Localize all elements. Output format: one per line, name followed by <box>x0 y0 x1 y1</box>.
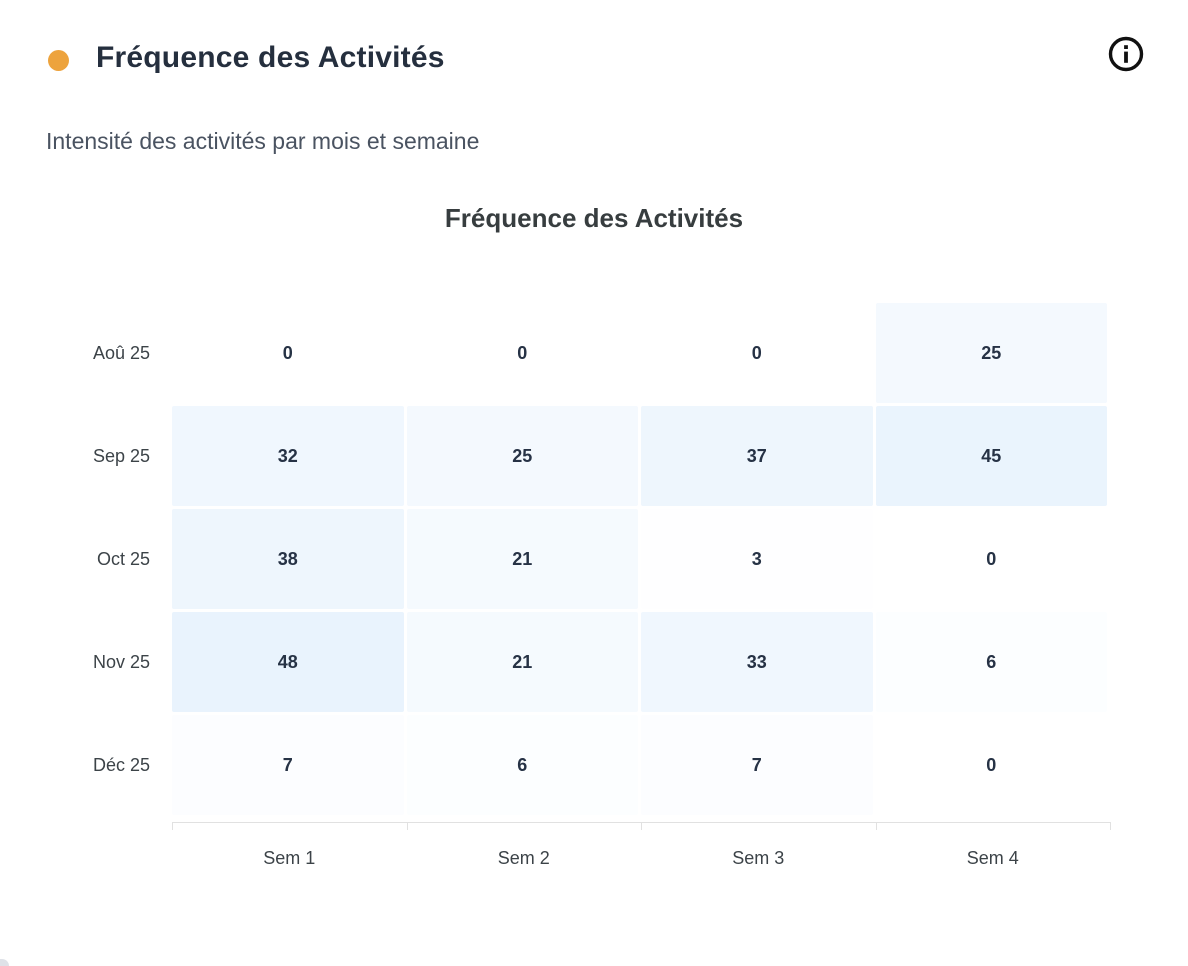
heatmap-cell[interactable]: 0 <box>172 303 404 403</box>
x-axis-label: Sem 3 <box>732 848 785 868</box>
chart-title: Fréquence des Activités <box>444 203 744 233</box>
heatmap-cell[interactable]: 45 <box>875 406 1107 506</box>
x-axis-tick <box>172 822 173 830</box>
heatmap-cell[interactable]: 33 <box>641 612 873 712</box>
orange-bullet-icon <box>48 50 69 71</box>
x-axis-tick <box>1110 822 1111 830</box>
heatmap-cell-value: 6 <box>517 754 528 775</box>
heatmap-cell[interactable]: 21 <box>406 612 638 712</box>
heatmap-cell[interactable]: 38 <box>172 509 404 609</box>
heatmap-cell-value: 33 <box>746 651 767 672</box>
x-axis-tick <box>641 822 642 830</box>
heatmap-cell[interactable]: 48 <box>172 612 404 712</box>
heatmap-cell[interactable]: 21 <box>406 509 638 609</box>
heatmap-cell[interactable]: 0 <box>875 715 1107 815</box>
heatmap-cell-value: 25 <box>981 342 1002 363</box>
heatmap-cell[interactable]: 0 <box>875 509 1107 609</box>
x-axis-tick <box>875 822 877 830</box>
heatmap-cell-value: 37 <box>746 445 767 466</box>
heatmap-cell[interactable]: 6 <box>875 612 1107 712</box>
heatmap-cell[interactable]: 6 <box>406 715 638 815</box>
heatmap-cell[interactable]: 37 <box>641 406 873 506</box>
heatmap-cell-value: 32 <box>277 445 298 466</box>
y-axis-label: Sep 25 <box>92 445 150 466</box>
heatmap-cell-value: 21 <box>512 651 533 672</box>
y-axis-label: Déc 25 <box>92 754 150 775</box>
heatmap-cell-value: 0 <box>751 342 762 363</box>
heatmap-cell-value: 0 <box>517 342 528 363</box>
x-axis-label: Sem 1 <box>263 848 316 868</box>
heatmap-cell-value: 21 <box>512 548 533 569</box>
heatmap-cell[interactable]: 7 <box>641 715 873 815</box>
heatmap-cell[interactable]: 3 <box>641 509 873 609</box>
x-axis-tick <box>406 822 408 830</box>
heatmap-cell-value: 45 <box>981 445 1002 466</box>
y-axis-label: Nov 25 <box>92 651 150 672</box>
heatmap-cell[interactable]: 32 <box>172 406 404 506</box>
widget-subtitle: Intensité des activités par mois et sema… <box>46 128 480 154</box>
info-circle-icon <box>1107 35 1145 73</box>
heatmap-cell-value: 0 <box>986 754 997 775</box>
heatmap-cell-value: 48 <box>277 651 298 672</box>
x-axis-label: Sem 2 <box>497 848 550 868</box>
x-axis-label: Sem 4 <box>966 848 1019 868</box>
heatmap-cell-value: 38 <box>277 548 298 569</box>
heatmap-cell[interactable]: 25 <box>875 303 1107 403</box>
heatmap-cell-value: 7 <box>751 754 762 775</box>
heatmap-cell[interactable]: 7 <box>172 715 404 815</box>
heatmap-cell[interactable]: 25 <box>406 406 638 506</box>
heatmap-cell-value: 3 <box>751 548 762 569</box>
heatmap-cell-value: 25 <box>512 445 533 466</box>
y-axis-label: Oct 25 <box>96 548 150 569</box>
offscreen-element-corner <box>0 959 9 966</box>
heatmap-cell-value: 0 <box>282 342 293 363</box>
heatmap-cell-value: 6 <box>986 651 997 672</box>
y-axis-label: Aoû 25 <box>92 342 150 363</box>
info-button[interactable] <box>1106 34 1146 74</box>
widget-title: Fréquence des Activités <box>96 41 445 74</box>
heatmap-cell-value: 7 <box>282 754 293 775</box>
heatmap-cell-value: 0 <box>986 548 997 569</box>
heatmap-cell[interactable]: 0 <box>406 303 638 403</box>
heatmap-cell[interactable]: 0 <box>641 303 873 403</box>
